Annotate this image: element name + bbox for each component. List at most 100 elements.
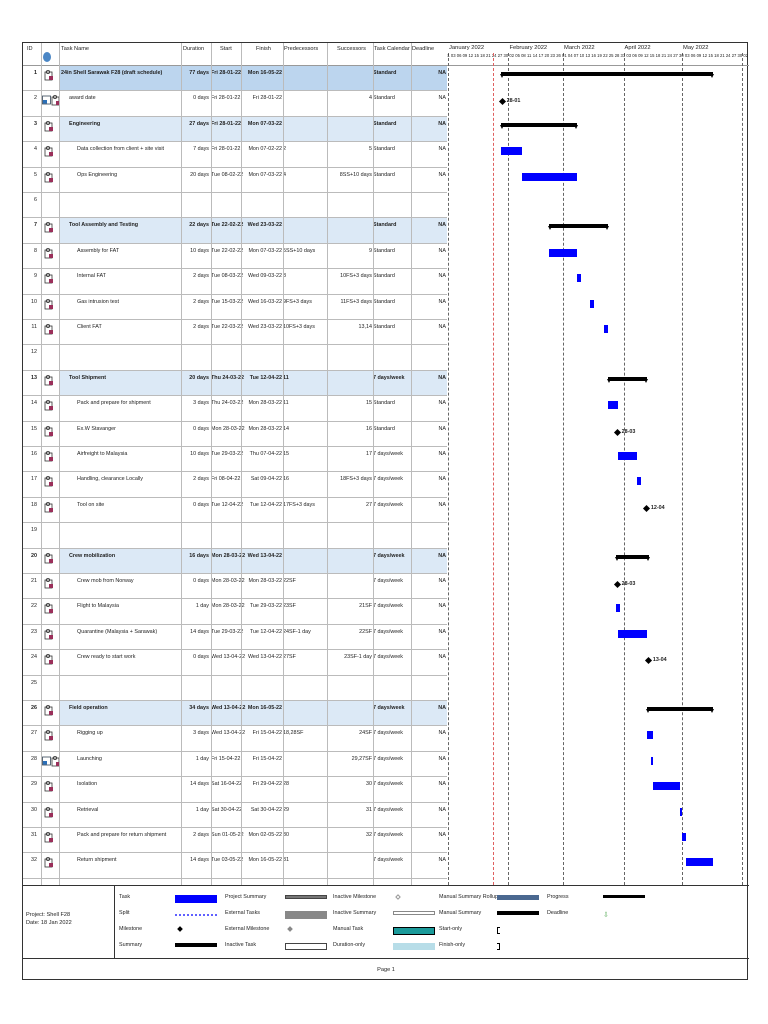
table-row[interactable]: 29 Isolation 14 days Sat 16-04-22 Fri 29-04-… bbox=[23, 777, 447, 803]
legend-label: Manual Summary Rollup bbox=[439, 894, 499, 900]
table-row[interactable]: 25 bbox=[23, 676, 447, 701]
task-duration: 14 days bbox=[190, 628, 209, 635]
task-finish: Tue 12-04-22 bbox=[249, 501, 282, 508]
table-row[interactable]: 14 Pack and prepare for shipment 3 days Thu… bbox=[23, 396, 447, 422]
table-row[interactable]: 32 Return shipment 14 days Tue 03-05-22 Mon … bbox=[23, 853, 447, 879]
task-name[interactable]: award date bbox=[69, 95, 96, 102]
task-start: Fri 28-01-22 bbox=[211, 95, 241, 102]
task-mode-icon bbox=[44, 298, 54, 312]
day-tick-label: 21 bbox=[486, 53, 491, 58]
table-row[interactable]: 7 Tool Assembly and Testing 22 days Tue 22-… bbox=[23, 218, 447, 244]
task-name[interactable]: Pack and prepare for return shipment bbox=[77, 832, 167, 838]
day-tick-label: 30 bbox=[679, 53, 684, 58]
task-name[interactable]: 24in Shell Sarawak F28 (draft schedule) bbox=[61, 70, 163, 76]
table-row[interactable]: 27 Rigging up 3 days Wed 13-04-22 Fri 15-04-… bbox=[23, 726, 447, 752]
table-row[interactable]: 19 bbox=[23, 523, 447, 549]
task-name[interactable]: Tool Shipment bbox=[69, 374, 107, 381]
legend-label: Manual Task bbox=[333, 926, 364, 932]
table-row[interactable]: 11 Client FAT 2 days Tue 22-03-22 Wed 23-03-… bbox=[23, 320, 447, 346]
table-row[interactable]: 6 bbox=[23, 193, 447, 219]
table-row[interactable]: 30 Retrieval 1 day Sat 30-04-22 Sat 30-04-22… bbox=[23, 803, 447, 828]
task-name[interactable]: Internal FAT bbox=[77, 273, 106, 280]
task-finish: Fri 29-04-22 bbox=[252, 781, 282, 788]
task-start: Tue 08-03-22 bbox=[211, 273, 244, 280]
task-name[interactable]: Gas intrusion test bbox=[77, 298, 119, 305]
milestone-label: 12-04 bbox=[650, 504, 665, 511]
table-row[interactable]: 31 Pack and prepare for return shipment 2 … bbox=[23, 828, 447, 854]
legend-swatch-start-only bbox=[497, 927, 500, 934]
task-duration: 3 days bbox=[193, 730, 209, 737]
task-duration: 14 days bbox=[190, 857, 209, 864]
task-name[interactable]: Pack and prepare for shipment bbox=[77, 400, 151, 407]
task-id: 15 bbox=[31, 425, 37, 432]
task-name[interactable]: Assembly for FAT bbox=[77, 247, 120, 254]
table-row[interactable]: 2 award date 0 days Fri 28-01-22 Fri 28-01-2… bbox=[23, 91, 447, 117]
day-tick-label: 03 bbox=[684, 53, 690, 58]
task-name[interactable]: Retrieval bbox=[77, 806, 99, 813]
table-row[interactable]: 15 Ex.W Stavanger 0 days Mon 28-03-22 Mon 28… bbox=[23, 422, 447, 447]
legend: Project: Shell F28 Date: 18 Jan 2022 Tas… bbox=[23, 885, 749, 959]
table-row[interactable]: 8 Assembly for FAT 10 days Tue 22-02-22 Mon … bbox=[23, 244, 447, 270]
task-name[interactable]: Rigging up bbox=[77, 730, 103, 737]
page-number: Page 1 bbox=[377, 967, 395, 973]
task-duration: 77 days bbox=[189, 70, 209, 76]
table-row[interactable]: 24 Crew ready to start work 0 days Wed 13-0… bbox=[23, 650, 447, 676]
task-start: Sat 30-04-22 bbox=[211, 806, 243, 813]
task-name[interactable]: Flight to Malaysia bbox=[77, 603, 119, 610]
task-start: Wed 13-04-22 bbox=[211, 654, 246, 661]
column-divider bbox=[59, 43, 60, 885]
day-tick-label: 06 bbox=[690, 53, 696, 58]
task-id: 3 bbox=[34, 120, 37, 127]
task-name[interactable]: Engineering bbox=[69, 120, 101, 127]
task-mode-icon bbox=[44, 425, 54, 439]
task-bar bbox=[617, 629, 647, 638]
table-row[interactable]: 13 Tool Shipment 20 days Thu 24-03-22 Tue 12… bbox=[23, 370, 447, 397]
table-row[interactable]: 12 bbox=[23, 345, 447, 371]
legend-swatch-progress bbox=[603, 895, 645, 898]
day-tick-label: 28 bbox=[614, 53, 620, 58]
task-name[interactable]: Handling, clearance Locally bbox=[77, 476, 143, 483]
table-row[interactable]: 4 Data collection from client + site visi… bbox=[23, 142, 447, 168]
task-name[interactable]: Crew mobilization bbox=[69, 552, 116, 559]
task-name[interactable]: Tool on site bbox=[77, 501, 105, 508]
day-tick-label: 27 bbox=[731, 53, 737, 58]
table-row[interactable]: 20 Crew mobilization 16 days Mon 28-03-22 We… bbox=[23, 548, 447, 574]
task-id: 28 bbox=[31, 755, 37, 762]
task-name[interactable]: Launching bbox=[77, 755, 102, 762]
task-name[interactable]: Return shipment bbox=[77, 857, 117, 864]
table-row[interactable]: 23 Quarantine (Malaysia + Sarawak) 14 days… bbox=[23, 625, 447, 651]
task-name[interactable]: Quarantine (Malaysia + Sarawak) bbox=[77, 628, 158, 635]
task-name[interactable]: Field operation bbox=[69, 705, 108, 711]
task-id: 18 bbox=[31, 501, 37, 508]
table-row[interactable]: 3 Engineering 27 days Fri 28-01-22 Mon 07-03… bbox=[23, 116, 447, 143]
legend-label: Progress bbox=[547, 894, 569, 900]
table-row[interactable]: 17 Handling, clearance Locally 2 days Fri 0… bbox=[23, 472, 447, 498]
task-name[interactable]: Tool Assembly and Testing bbox=[69, 222, 139, 229]
task-name[interactable]: Ex.W Stavanger bbox=[77, 425, 116, 432]
table-row[interactable]: 9 Internal FAT 2 days Tue 08-03-22 Wed 09-03… bbox=[23, 269, 447, 295]
task-calendar: 7 days/week bbox=[373, 628, 403, 635]
task-name[interactable]: Crew mob from Norway bbox=[77, 578, 134, 584]
table-row[interactable]: 10 Gas intrusion test 2 days Tue 15-03-22 We… bbox=[23, 295, 447, 320]
table-row[interactable]: 1 24in Shell Sarawak F28 (draft schedule)… bbox=[23, 66, 447, 92]
table-header: ID Task Name Duration Start Finish Prede… bbox=[23, 43, 749, 66]
day-tick-label: 20 bbox=[544, 53, 550, 58]
table-row[interactable]: 18 Tool on site 0 days Tue 12-04-22 Tue 12-0… bbox=[23, 498, 447, 524]
task-name[interactable]: Crew ready to start work bbox=[77, 654, 136, 661]
task-duration: 1 day bbox=[195, 755, 209, 762]
table-row[interactable]: 21 Crew mob from Norway 0 days Mon 28-03-22… bbox=[23, 574, 447, 600]
task-name[interactable]: Client FAT bbox=[77, 324, 102, 330]
table-row[interactable]: 28 Launching 1 day Fri 15-04-22 Fri 15-04-22… bbox=[23, 752, 447, 778]
table-row[interactable]: 16 Airfreight to Malaysia 10 days Tue 29-03… bbox=[23, 447, 447, 473]
task-deadline: NA bbox=[438, 146, 447, 153]
task-name[interactable]: Airfreight to Malaysia bbox=[77, 451, 128, 457]
table-row[interactable]: 22 Flight to Malaysia 1 day Mon 28-03-22 Tue… bbox=[23, 599, 447, 625]
table-row[interactable]: 26 Field operation 34 days Wed 13-04-22 Mon … bbox=[23, 701, 447, 727]
task-name[interactable]: Ops Engineering bbox=[77, 171, 118, 178]
table-row[interactable]: 5 Ops Engineering 20 days Tue 08-02-22 Mon 0… bbox=[23, 168, 447, 193]
task-successors: 15 bbox=[366, 400, 372, 407]
task-name[interactable]: Isolation bbox=[77, 781, 98, 788]
task-name[interactable]: Data collection from client + site visit bbox=[77, 146, 165, 153]
task-duration: 34 days bbox=[189, 705, 209, 711]
legend-swatch-manual-summary-rollup bbox=[497, 895, 539, 900]
